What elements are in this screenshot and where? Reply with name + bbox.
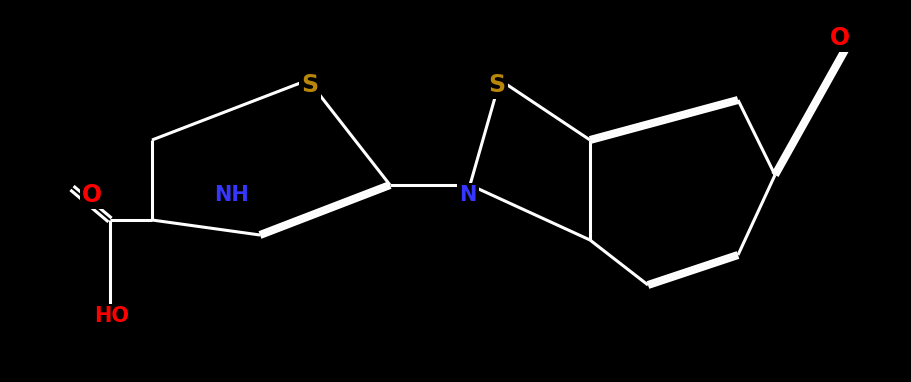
Text: NH: NH [215,185,250,205]
Text: HO: HO [95,306,129,326]
Text: N: N [459,185,476,205]
Text: O: O [82,183,102,207]
Text: O: O [830,26,850,50]
Text: S: S [302,73,319,97]
Text: S: S [488,73,506,97]
